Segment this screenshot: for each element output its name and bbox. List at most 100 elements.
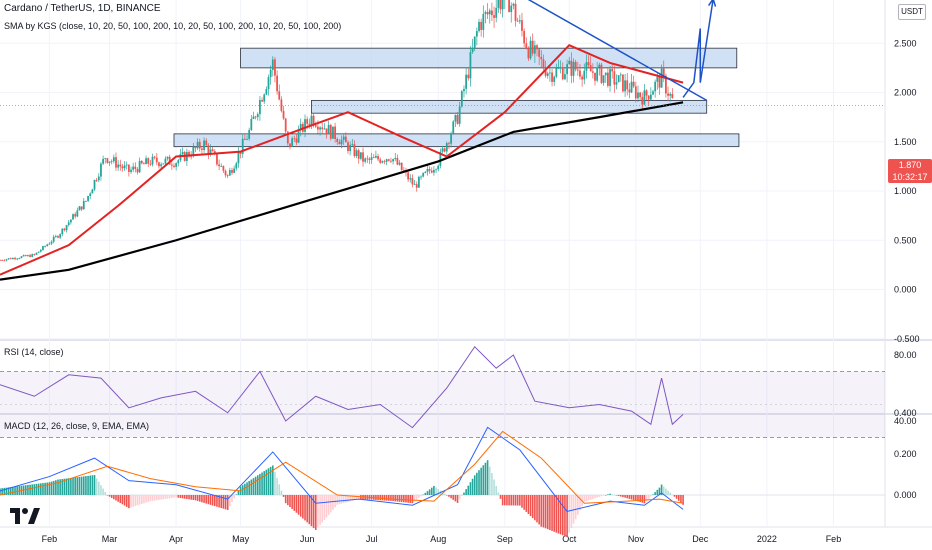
macd-histogram-bar: [194, 495, 197, 501]
macd-histogram-bar: [617, 495, 620, 496]
macd-histogram-bar: [510, 495, 513, 506]
candle-body: [48, 243, 51, 245]
candle-body: [207, 145, 210, 155]
candle-body: [392, 159, 394, 162]
candle-body: [372, 157, 375, 159]
macd-histogram-bar: [503, 495, 506, 506]
chart-title: Cardano / TetherUS, 1D, BINANCE: [4, 3, 161, 14]
candle-body: [510, 5, 513, 13]
rsi-tick-label: 40.00: [894, 416, 917, 426]
macd-histogram-bar: [445, 495, 448, 496]
candle-body: [50, 241, 53, 244]
candle-body: [353, 144, 356, 156]
candle-body: [115, 157, 117, 168]
macd-histogram-bar: [183, 495, 186, 499]
candle-body: [398, 162, 401, 165]
candle-body: [74, 214, 77, 217]
macd-histogram-bar: [654, 492, 656, 495]
macd-histogram-bar: [325, 495, 328, 518]
candle-body: [591, 71, 594, 73]
candle-body: [450, 133, 452, 144]
candle-body: [581, 76, 584, 80]
macd-histogram-bar: [37, 483, 40, 495]
macd-histogram-bar: [630, 495, 633, 500]
price-tick-label: 1.500: [894, 137, 917, 147]
time-tick-label: Apr: [169, 534, 183, 544]
macd-histogram-bar: [409, 495, 412, 503]
candle-body: [112, 157, 115, 162]
candle-body: [57, 235, 59, 238]
macd-histogram-bar: [536, 495, 538, 523]
macd-histogram-bar: [521, 495, 523, 508]
macd-histogram-bar: [420, 495, 422, 497]
macd-histogram-bar: [422, 494, 424, 496]
macd-histogram-bar: [138, 495, 141, 505]
candle-body: [555, 68, 558, 77]
macd-histogram-bar: [332, 495, 334, 510]
sma-indicator-label[interactable]: SMA by KGS (close, 10, 20, 50, 100, 200,…: [4, 21, 342, 31]
candle-body: [559, 67, 562, 69]
macd-histogram-bar: [179, 495, 182, 499]
macd-histogram-bar: [473, 475, 476, 495]
macd-histogram-bar: [635, 495, 637, 501]
candle-body: [641, 97, 644, 105]
macd-histogram-bar: [188, 495, 190, 500]
candle-body: [108, 161, 111, 163]
candle-body: [394, 157, 397, 160]
candle-body: [211, 149, 214, 152]
candle-body: [286, 131, 289, 144]
currency-unit-button[interactable]: USDT: [898, 4, 926, 20]
candle-body: [334, 126, 336, 139]
time-tick-label: 2022: [757, 534, 777, 544]
macd-histogram-bar: [650, 495, 652, 497]
candle-body: [293, 138, 296, 140]
candle-body: [529, 40, 532, 59]
candle-body: [607, 72, 609, 86]
candle-body: [314, 125, 317, 127]
macd-histogram-bar: [40, 483, 42, 495]
tradingview-logo-icon[interactable]: [8, 505, 42, 527]
macd-histogram-bar: [181, 495, 184, 499]
macd-histogram-bar: [564, 495, 566, 537]
candle-body: [656, 76, 659, 82]
rsi-indicator-label[interactable]: RSI (14, close): [4, 347, 64, 357]
macd-indicator-label[interactable]: MACD (12, 26, close, 9, EMA, EMA): [4, 421, 150, 431]
candle-body: [143, 163, 145, 165]
candle-body: [437, 165, 440, 170]
macd-histogram-bar: [164, 495, 167, 499]
macd-histogram-bar: [647, 495, 650, 499]
macd-histogram-bar: [607, 494, 609, 495]
candle-body: [29, 255, 31, 257]
candle-body: [585, 62, 588, 71]
macd-histogram-bar: [628, 495, 631, 499]
macd-histogram-bar: [345, 495, 347, 503]
candle-body: [241, 138, 244, 154]
macd-histogram-bar: [351, 495, 354, 501]
candle-body: [632, 81, 635, 87]
candle-body: [448, 143, 450, 144]
macd-histogram-bar: [557, 495, 560, 534]
candle-body: [604, 72, 607, 76]
candle-body: [82, 200, 85, 210]
candle-body: [533, 45, 536, 54]
macd-histogram-bar: [454, 495, 457, 502]
macd-histogram-bar: [5, 487, 8, 495]
macd-histogram-bar: [525, 495, 528, 512]
macd-histogram-bar: [117, 495, 119, 502]
macd-histogram-bar: [667, 490, 669, 495]
macd-histogram-bar: [611, 494, 613, 495]
candle-body: [91, 189, 94, 194]
macd-histogram-bar: [250, 479, 253, 495]
macd-histogram-bar: [342, 495, 345, 504]
candle-body: [420, 176, 422, 178]
macd-histogram-bar: [16, 486, 18, 495]
candle-body: [471, 47, 474, 53]
macd-histogram-bar: [229, 495, 231, 507]
candle-body: [551, 72, 553, 82]
macd-histogram-bar: [310, 495, 313, 527]
candle-body: [250, 119, 253, 131]
macd-histogram-bar: [418, 495, 420, 499]
time-tick-label: Oct: [562, 534, 577, 544]
candle-body: [123, 165, 126, 169]
